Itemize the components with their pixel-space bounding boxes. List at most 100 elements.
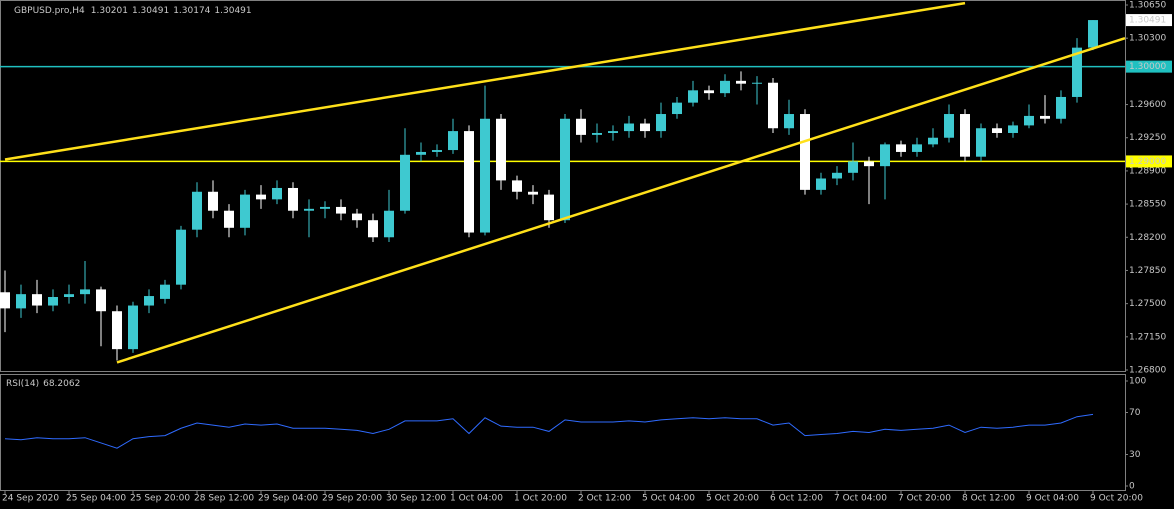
candle-body bbox=[672, 102, 682, 115]
x-tick-label: 25 Sep 20:00 bbox=[130, 494, 190, 504]
candle-body bbox=[592, 132, 602, 135]
candle-body bbox=[1088, 20, 1098, 48]
candle-body bbox=[1024, 115, 1034, 126]
candle-body bbox=[32, 294, 42, 306]
candle-body bbox=[416, 151, 426, 155]
candle-body bbox=[944, 114, 954, 138]
candle-body bbox=[864, 161, 874, 167]
header-low: 1.30174 bbox=[173, 6, 210, 16]
candle-body bbox=[464, 131, 474, 233]
candle-body bbox=[256, 194, 266, 200]
y-tick-label: 1.27500 bbox=[1129, 299, 1166, 309]
rsi-header: RSI(14) 68.2062 bbox=[6, 379, 80, 389]
x-tick-label: 1 Oct 04:00 bbox=[450, 494, 503, 504]
candle-body bbox=[912, 144, 922, 152]
trendline bbox=[4, 1, 966, 161]
rsi-current: 68.2062 bbox=[43, 379, 80, 389]
candle-body bbox=[848, 161, 858, 173]
candle-body bbox=[1008, 125, 1018, 133]
candle-body bbox=[240, 194, 250, 228]
candle-body bbox=[160, 284, 170, 299]
header-high: 1.30491 bbox=[132, 6, 169, 16]
price-panel bbox=[0, 0, 1126, 372]
candle-body bbox=[304, 208, 314, 211]
x-tick-label: 25 Sep 04:00 bbox=[66, 494, 126, 504]
price-label: 1.30000 bbox=[1129, 62, 1166, 72]
candle-body bbox=[960, 114, 970, 157]
x-tick-label: 5 Oct 20:00 bbox=[706, 494, 759, 504]
candle-body bbox=[992, 128, 1002, 133]
candle-body bbox=[800, 114, 810, 190]
x-tick-label: 9 Oct 20:00 bbox=[1090, 494, 1143, 504]
chart-header: GBPUSD.pro,H4 1.30201 1.30491 1.30174 1.3049… bbox=[14, 6, 252, 16]
price-label-box bbox=[1126, 14, 1172, 27]
candle-body bbox=[640, 123, 650, 132]
y-tick-label: 0 bbox=[1129, 482, 1135, 492]
y-tick-label: 1.28900 bbox=[1129, 166, 1166, 176]
candle-body bbox=[1072, 47, 1082, 97]
candle-body bbox=[192, 191, 202, 230]
chart-title: GBPUSD.pro,H4 bbox=[14, 6, 85, 16]
x-tick-label: 6 Oct 12:00 bbox=[770, 494, 823, 504]
candle-body bbox=[336, 206, 346, 214]
candle-body bbox=[560, 118, 570, 221]
candle-body bbox=[832, 172, 842, 179]
rsi-line bbox=[4, 413, 1094, 449]
candle-body bbox=[288, 187, 298, 211]
candle-body bbox=[368, 220, 378, 238]
candle-body bbox=[528, 191, 538, 195]
rsi-title: RSI(14) bbox=[6, 379, 39, 389]
candle-body bbox=[320, 206, 330, 209]
candle-body bbox=[64, 294, 74, 297]
y-tick-label: 30 bbox=[1129, 450, 1141, 460]
candle-body bbox=[784, 114, 794, 129]
price-label-box bbox=[1126, 60, 1172, 73]
candle-body bbox=[496, 118, 506, 181]
candle-body bbox=[16, 294, 26, 309]
candle-body bbox=[752, 82, 762, 84]
candle-body bbox=[144, 296, 154, 306]
candle-body bbox=[176, 229, 186, 285]
candle-body bbox=[1056, 96, 1066, 119]
x-tick-label: 7 Oct 20:00 bbox=[898, 494, 951, 504]
candle-body bbox=[400, 154, 410, 211]
candle-body bbox=[384, 210, 394, 238]
y-tick-label: 1.27850 bbox=[1129, 266, 1166, 276]
y-tick-label: 1.29250 bbox=[1129, 133, 1166, 143]
y-tick-label: 70 bbox=[1129, 408, 1141, 418]
candle-body bbox=[512, 180, 522, 192]
y-tick-label: 1.27150 bbox=[1129, 332, 1166, 342]
candle-body bbox=[816, 178, 826, 190]
x-tick-label: 29 Sep 04:00 bbox=[258, 494, 318, 504]
x-tick-label: 24 Sep 2020 bbox=[2, 494, 59, 504]
candle-body bbox=[48, 297, 58, 306]
y-tick-label: 100 bbox=[1129, 377, 1146, 387]
price-label: 1.29000 bbox=[1129, 157, 1166, 167]
candle-body bbox=[656, 114, 666, 132]
candle-body bbox=[928, 137, 938, 145]
candle-body bbox=[624, 123, 634, 132]
y-tick-label: 1.30650 bbox=[1129, 1, 1166, 11]
candle-body bbox=[352, 213, 362, 221]
x-tick-label: 28 Sep 12:00 bbox=[194, 494, 254, 504]
candle-body bbox=[224, 210, 234, 228]
candle-body bbox=[608, 131, 618, 133]
x-tick-label: 9 Oct 04:00 bbox=[1026, 494, 1079, 504]
candle-body bbox=[208, 191, 218, 211]
candle-body bbox=[976, 128, 986, 157]
y-tick-label: 1.29600 bbox=[1129, 100, 1166, 110]
current-price-label: 1.30491 bbox=[1129, 16, 1166, 26]
candle-body bbox=[880, 144, 890, 167]
trendline bbox=[116, 36, 1126, 364]
candle-body bbox=[720, 80, 730, 94]
candle-body bbox=[112, 311, 122, 350]
candle-body bbox=[432, 150, 442, 152]
candle-body bbox=[768, 82, 778, 129]
candle-body bbox=[480, 118, 490, 233]
price-label-box bbox=[1126, 155, 1172, 168]
y-tick-label: 1.28200 bbox=[1129, 233, 1166, 243]
candle-body bbox=[0, 292, 10, 309]
candle-body bbox=[96, 289, 106, 312]
y-tick-label: 1.26800 bbox=[1129, 366, 1166, 376]
